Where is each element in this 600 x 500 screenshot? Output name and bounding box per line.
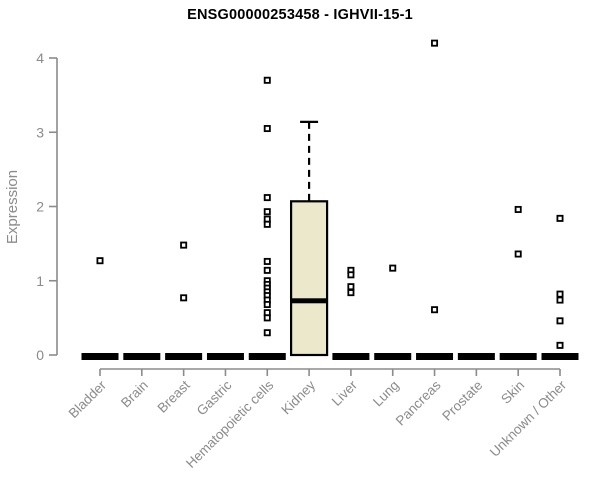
outlier-point xyxy=(263,76,271,84)
outlier-point xyxy=(347,271,355,279)
zero-bar xyxy=(123,353,161,360)
zero-bar xyxy=(416,353,454,360)
zero-bar xyxy=(374,353,412,360)
category-label: Pancreas xyxy=(393,377,444,428)
y-tick-label: 1 xyxy=(36,273,44,289)
category-label: Prostate xyxy=(439,378,485,424)
boxplot-median xyxy=(291,298,328,304)
outlier-point xyxy=(389,264,397,272)
zero-bar xyxy=(541,353,579,360)
boxplot-box xyxy=(289,200,329,357)
zero-bar xyxy=(457,353,495,360)
outlier-point xyxy=(347,283,355,291)
category-label: Brain xyxy=(118,378,151,411)
zero-bar xyxy=(332,353,370,360)
zero-bar xyxy=(81,353,119,360)
outlier-point xyxy=(514,250,522,258)
outlier-point xyxy=(180,294,188,302)
category-label: Breast xyxy=(155,377,193,415)
outlier-point xyxy=(263,314,271,322)
outlier-point xyxy=(514,205,522,213)
y-tick-label: 2 xyxy=(36,199,44,215)
outlier-point xyxy=(431,39,439,47)
zero-bar xyxy=(248,353,286,360)
y-tick-label: 4 xyxy=(36,50,44,66)
category-label: Unknown / Other xyxy=(487,377,570,460)
y-axis-title: Expression xyxy=(4,170,21,244)
outlier-point xyxy=(96,257,104,265)
outlier-point xyxy=(263,266,271,274)
outlier-point xyxy=(431,306,439,314)
outlier-point xyxy=(263,257,271,265)
outlier-point xyxy=(556,214,564,222)
chart-title: ENSG00000253458 - IGHVII-15-1 xyxy=(187,7,413,23)
zero-bar xyxy=(165,353,203,360)
category-label: Kidney xyxy=(278,377,318,417)
y-tick-label: 3 xyxy=(36,124,44,140)
y-tick-label: 0 xyxy=(36,347,44,363)
outlier-point xyxy=(347,289,355,297)
category-label: Lung xyxy=(370,378,402,410)
zero-bar xyxy=(499,353,537,360)
outlier-point xyxy=(263,220,271,228)
outlier-point xyxy=(556,296,564,304)
category-label: Liver xyxy=(329,377,361,409)
outlier-point xyxy=(556,290,564,298)
outlier-point xyxy=(180,241,188,249)
category-label: Gastric xyxy=(194,377,235,418)
outlier-point xyxy=(556,317,564,325)
outlier-point xyxy=(263,125,271,133)
outlier-point xyxy=(263,208,271,216)
outlier-point xyxy=(263,329,271,337)
outlier-point xyxy=(556,341,564,349)
zero-bar xyxy=(206,353,244,360)
outlier-point xyxy=(263,301,271,309)
outlier-point xyxy=(263,194,271,202)
category-label: Bladder xyxy=(66,377,110,421)
category-label: Skin xyxy=(498,378,527,407)
